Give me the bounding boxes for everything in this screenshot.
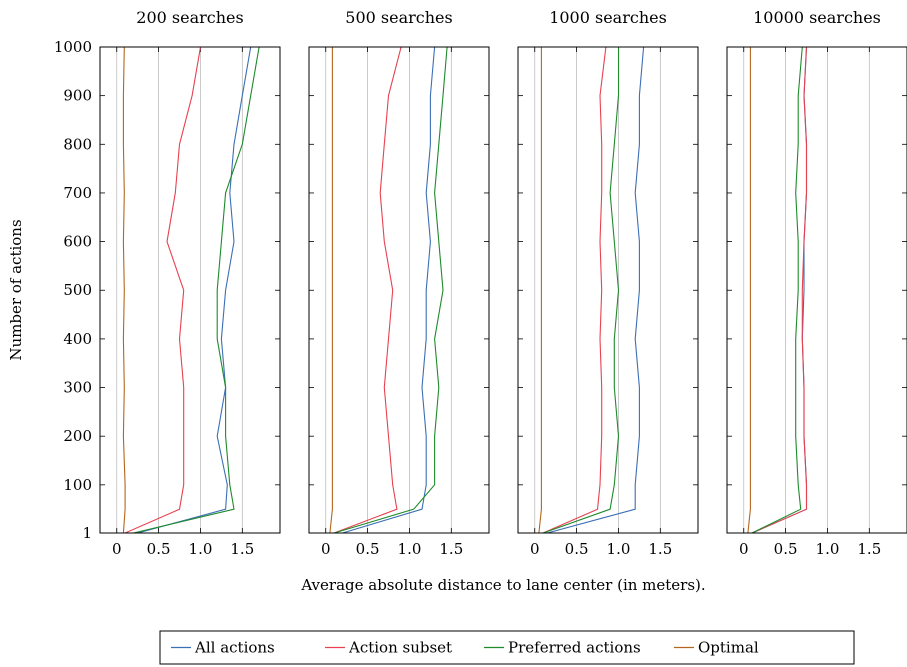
- x-tick-label: 1.5: [857, 540, 881, 558]
- series-line-optimal: [329, 47, 333, 533]
- panel-frame: [99, 46, 281, 534]
- series-line-preferred-actions: [542, 47, 620, 533]
- panel-frame: [517, 46, 699, 534]
- panel-3: 1000 searches 0 0.5 1.0 1.5: [517, 8, 699, 558]
- y-tick-label: 900: [63, 87, 92, 105]
- x-tick-label: 1.0: [607, 540, 631, 558]
- y-tick-label: 700: [63, 184, 92, 202]
- x-tick-label: 1.5: [230, 540, 254, 558]
- y-tick-label: 1: [82, 524, 92, 542]
- series-line-optimal: [538, 47, 542, 533]
- series-line-optimal: [747, 47, 751, 533]
- x-tick-label: 0.5: [356, 540, 380, 558]
- y-tick-label: 300: [63, 379, 92, 397]
- y-tick-label: 600: [63, 233, 92, 251]
- legend-label: All actions: [194, 639, 275, 657]
- y-tick-label: 500: [63, 281, 92, 299]
- series-line-preferred-actions: [133, 47, 260, 533]
- x-tick-label: 0: [739, 540, 749, 558]
- panel-title: 200 searches: [136, 8, 243, 27]
- y-tick-label: 400: [63, 330, 92, 348]
- y-tick-label: 800: [63, 135, 92, 153]
- x-tick-label: 1.0: [816, 540, 840, 558]
- x-tick-label: 0: [321, 540, 331, 558]
- x-axis-title: Average absolute distance to lane center…: [300, 576, 705, 594]
- x-tick-label: 0.5: [147, 540, 171, 558]
- x-tick-label: 0: [530, 540, 540, 558]
- x-tick-label: 0.5: [565, 540, 589, 558]
- panel-title: 1000 searches: [549, 8, 667, 27]
- y-tick-label: 100: [63, 476, 92, 494]
- series-line-action-subset: [751, 47, 808, 533]
- x-tick-label: 0: [112, 540, 122, 558]
- panel-title: 500 searches: [345, 8, 452, 27]
- panel-1: 200 searches 1 100 200 300 400 500 600 700 800 900…: [54, 8, 281, 558]
- panel-frame: [726, 46, 907, 534]
- series-line-all-actions: [137, 47, 252, 533]
- series-line-action-subset: [542, 47, 607, 533]
- panel-title: 10000 searches: [753, 8, 881, 27]
- legend-label: Preferred actions: [508, 639, 641, 657]
- x-tick-label: 0.5: [774, 540, 798, 558]
- series-line-action-subset: [124, 47, 202, 533]
- series-line-action-subset: [333, 47, 402, 533]
- series-line-preferred-actions: [751, 47, 803, 533]
- legend-box: [159, 630, 855, 665]
- chart-panels: 200 searches 1 100 200 300 400 500 600 700 800 900…: [54, 8, 907, 558]
- legend: All actions Action subset Preferred action…: [159, 630, 855, 665]
- x-tick-label: 1.0: [398, 540, 422, 558]
- x-tick-label: 1.0: [189, 540, 213, 558]
- panel-2: 500 searches 0 0.5 1.0 1.5: [308, 8, 490, 558]
- series-line-all-actions: [342, 47, 436, 533]
- legend-label: Action subset: [348, 639, 452, 657]
- x-tick-label: 1.5: [439, 540, 463, 558]
- series-line-all-actions: [547, 47, 645, 533]
- y-tick-label: 1000: [54, 38, 92, 56]
- panel-4: 10000 searches 0 0.5 1.0 1.5: [726, 8, 907, 558]
- x-tick-label: 1.5: [648, 540, 672, 558]
- series-line-optimal: [122, 47, 126, 533]
- series-line-preferred-actions: [333, 47, 448, 533]
- legend-label: Optimal: [698, 639, 759, 657]
- y-axis-title: Number of actions: [7, 219, 25, 360]
- panel-frame: [308, 46, 490, 534]
- y-tick-label: 200: [63, 427, 92, 445]
